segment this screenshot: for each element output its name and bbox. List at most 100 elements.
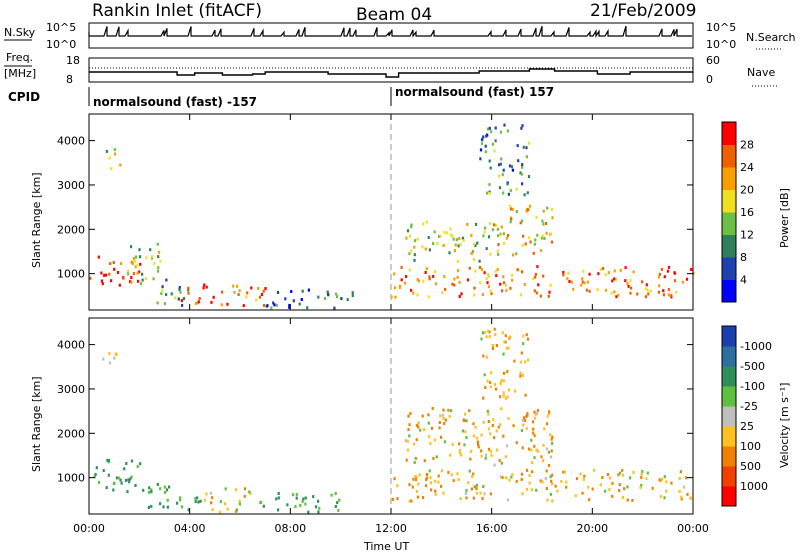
echo-cell xyxy=(534,412,537,416)
echo-cell xyxy=(459,497,462,501)
echo-cell xyxy=(520,172,523,176)
echo-cell xyxy=(336,295,339,299)
echo-cell xyxy=(451,282,454,286)
echo-cell xyxy=(135,264,139,268)
echo-cell xyxy=(596,288,599,292)
echo-cell xyxy=(535,488,538,492)
echo-cell xyxy=(500,225,503,229)
echo-cell xyxy=(599,268,602,271)
echo-cell xyxy=(548,290,551,294)
echo-cell xyxy=(442,491,445,495)
x-tick-label: 12:00 xyxy=(375,522,407,535)
echo-cell xyxy=(521,124,524,128)
date-label: 21/Feb/2009 xyxy=(590,1,696,21)
echo-cell xyxy=(194,500,197,504)
echo-cell xyxy=(475,487,478,491)
echo-cell xyxy=(150,504,153,508)
echo-cell xyxy=(409,412,412,416)
echo-cell xyxy=(579,472,582,476)
echo-cell xyxy=(618,471,622,475)
echo-cell xyxy=(563,470,566,474)
echo-cell xyxy=(574,494,577,498)
echo-cell xyxy=(621,468,624,472)
echo-cell xyxy=(545,447,549,451)
echo-cell xyxy=(107,473,110,477)
colorbar-swatch xyxy=(722,406,736,427)
echo-cell xyxy=(519,171,522,175)
echo-cell xyxy=(475,491,478,495)
echo-cell xyxy=(408,434,411,438)
echo-cell xyxy=(662,289,665,293)
echo-cell xyxy=(194,497,197,500)
echo-cell xyxy=(437,480,440,484)
echo-cell xyxy=(520,472,523,476)
echo-cell xyxy=(542,209,545,213)
echo-cell xyxy=(407,414,410,418)
echo-cell xyxy=(660,477,664,481)
echo-cell xyxy=(197,300,200,304)
colorbar-swatch xyxy=(722,144,736,168)
echo-cell xyxy=(535,291,538,295)
echo-cell xyxy=(488,159,491,163)
colorbar-swatch xyxy=(722,366,736,387)
echo-cell xyxy=(333,306,336,310)
power-ylabel: Slant Range [km] xyxy=(30,172,43,268)
echo-cell xyxy=(483,373,486,377)
echo-cell xyxy=(449,227,452,231)
echo-cell xyxy=(549,475,552,479)
x-tick-label: 00:00 xyxy=(73,522,105,535)
echo-cell xyxy=(486,281,489,285)
echo-cell xyxy=(679,470,682,474)
echo-cell xyxy=(627,284,630,288)
echo-cell xyxy=(526,412,529,416)
echo-cell xyxy=(535,448,538,452)
nsearch-tick-bottom: 10^0 xyxy=(706,38,736,51)
echo-cell xyxy=(489,252,492,256)
x-tick-label: 08:00 xyxy=(274,522,306,535)
echo-cell xyxy=(178,286,181,289)
echo-cell xyxy=(663,496,666,500)
echo-cell xyxy=(294,505,297,508)
echo-cell xyxy=(457,269,460,273)
echo-cell xyxy=(487,447,491,451)
echo-cell xyxy=(646,288,649,292)
echo-cell xyxy=(547,464,551,467)
echo-cell xyxy=(197,500,200,504)
echo-cell xyxy=(532,251,535,255)
echo-cell xyxy=(526,413,529,417)
echo-cell xyxy=(458,280,461,284)
echo-region xyxy=(480,327,530,400)
echo-cell xyxy=(126,490,129,494)
echo-cell xyxy=(277,508,280,512)
echo-cell xyxy=(490,292,493,296)
echo-cell xyxy=(458,442,461,446)
echo-cell xyxy=(482,135,485,139)
echo-cell xyxy=(457,244,460,248)
echo-cell xyxy=(440,484,443,488)
echo-cell xyxy=(472,422,475,426)
echo-cell xyxy=(105,149,108,153)
velocity-panel: 1000 2000 3000 4000 Slant Range [km] 1000 50… xyxy=(30,317,791,515)
echo-cell xyxy=(519,293,523,297)
echo-cell xyxy=(659,495,662,499)
echo-cell xyxy=(601,267,605,270)
echo-cell xyxy=(597,272,600,276)
echo-cell xyxy=(510,217,513,221)
echo-cell xyxy=(685,277,689,281)
echo-cell xyxy=(537,283,540,287)
echo-cell xyxy=(501,173,504,177)
echo-cell xyxy=(520,429,524,433)
echo-cell xyxy=(498,174,501,178)
echo-cell xyxy=(536,265,539,269)
echo-cell xyxy=(112,482,115,486)
echo-cell xyxy=(108,156,111,160)
echo-cell xyxy=(419,428,422,432)
echo-cell xyxy=(527,208,530,212)
echo-cell xyxy=(422,428,425,432)
echo-cell xyxy=(508,164,512,168)
echo-cell xyxy=(123,467,126,471)
echo-cell xyxy=(424,271,427,274)
echo-cell xyxy=(474,244,477,247)
echo-cell xyxy=(110,279,113,283)
